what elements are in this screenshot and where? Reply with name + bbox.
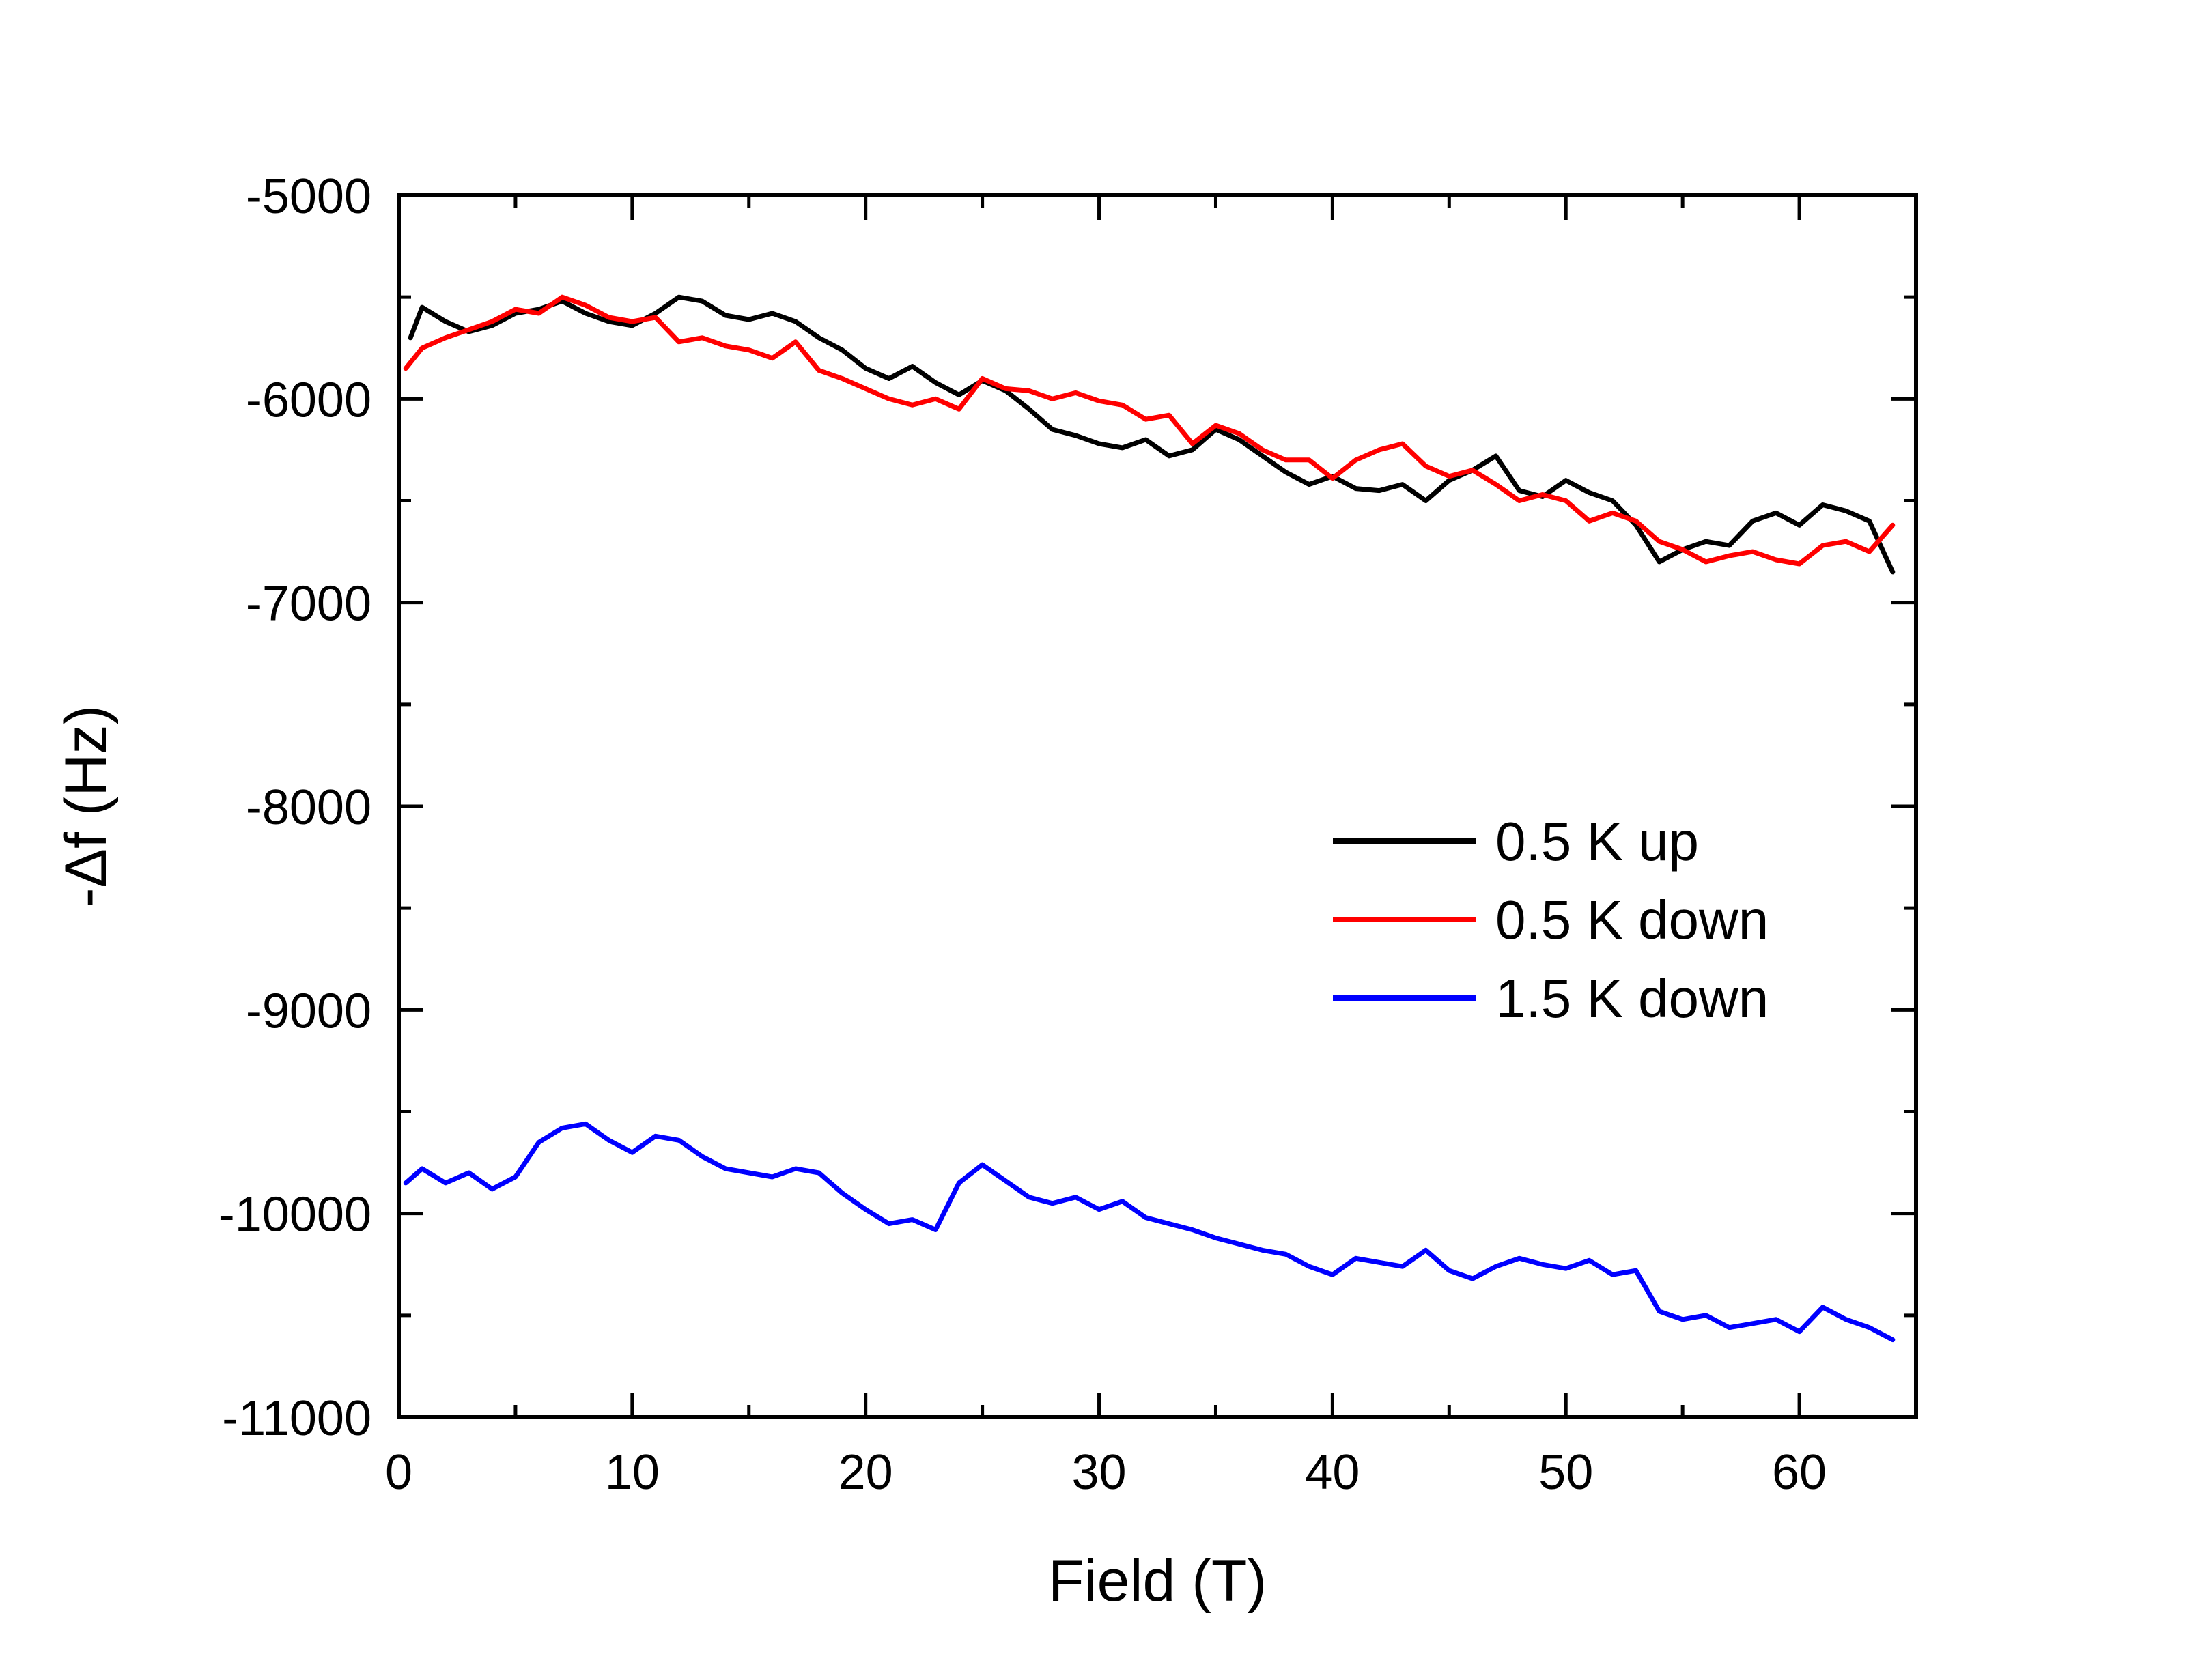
y-axis: -5000 -6000 -7000 -8000 -9000 -10000 -11000 [219, 169, 1916, 1446]
legend-label: 0.5 K down [1495, 889, 1769, 950]
x-axis: 0 10 20 30 40 50 60 [385, 195, 1827, 1500]
x-tick-label: 10 [605, 1445, 660, 1500]
legend-label: 0.5 K up [1495, 811, 1699, 872]
legend: 0.5 K up 0.5 K down 1.5 K down [1333, 811, 1769, 1029]
x-tick-label: 50 [1538, 1445, 1593, 1500]
x-tick-label: 0 [385, 1445, 412, 1500]
x-tick-label: 60 [1772, 1445, 1827, 1500]
x-tick-label: 20 [839, 1445, 893, 1500]
y-axis-title: -Δf (Hz) [53, 705, 119, 907]
y-tick-label: -7000 [246, 577, 371, 631]
legend-label: 1.5 K down [1495, 968, 1769, 1029]
series-layer [403, 294, 1896, 1343]
series-line-3 [403, 1121, 1896, 1343]
x-tick-label: 30 [1071, 1445, 1126, 1500]
x-axis-title: Field (T) [1048, 1548, 1267, 1614]
y-tick-label: -11000 [222, 1391, 371, 1446]
y-tick-label: -5000 [246, 169, 371, 224]
y-tick-label: -9000 [246, 984, 371, 1038]
y-tick-label: -8000 [246, 780, 371, 835]
y-tick-label: -10000 [219, 1188, 371, 1242]
series-line-2 [403, 294, 1896, 567]
y-tick-label: -6000 [246, 373, 371, 427]
x-tick-label: 40 [1305, 1445, 1360, 1500]
